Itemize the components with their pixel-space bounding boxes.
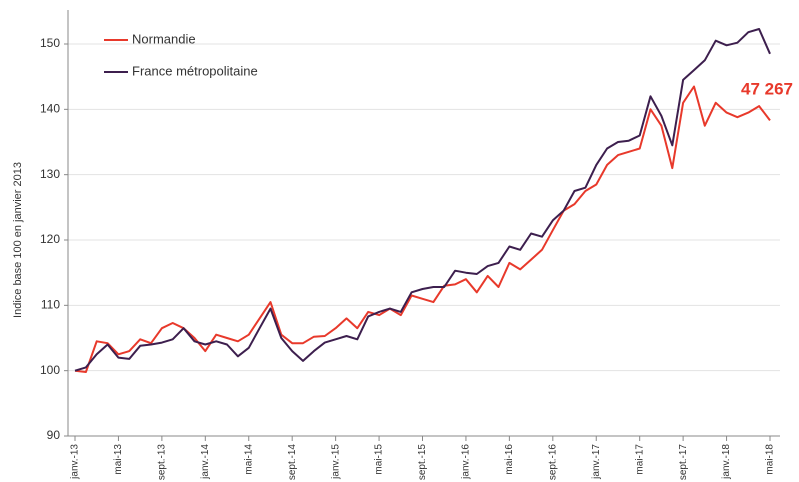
x-tick-label: sept.-13 <box>157 444 168 481</box>
x-tick-label: sept.-15 <box>417 444 428 481</box>
x-tick-label: janv.-16 <box>461 444 472 480</box>
x-tick-label: janv.-18 <box>721 444 732 480</box>
y-axis-label: Indice base 100 en janvier 2013 <box>12 162 24 318</box>
x-tick-label: janv.-14 <box>200 444 211 480</box>
x-tick-label: janv.-17 <box>591 444 602 480</box>
x-tick-label: sept.-14 <box>287 444 298 481</box>
y-tick-label: 140 <box>40 102 60 116</box>
legend-label: France métropolitaine <box>132 63 258 78</box>
y-tick-label: 90 <box>47 428 61 442</box>
x-tick-label: mai-16 <box>504 444 515 475</box>
annotation: 47 267 <box>741 79 793 98</box>
y-tick-label: 130 <box>40 167 60 181</box>
x-tick-label: mai-13 <box>113 444 124 475</box>
legend-label: Normandie <box>132 31 196 46</box>
x-tick-label: mai-15 <box>374 444 385 475</box>
series-line <box>74 85 771 373</box>
y-tick-label: 110 <box>41 298 60 312</box>
x-tick-label: janv.-15 <box>330 444 341 480</box>
y-tick-label: 150 <box>40 36 60 50</box>
x-tick-label: mai-14 <box>243 444 254 475</box>
x-tick-label: sept.-17 <box>678 444 689 481</box>
x-tick-label: mai-18 <box>765 444 776 475</box>
series-line <box>74 28 771 372</box>
x-tick-label: sept.-16 <box>547 444 558 481</box>
y-tick-label: 120 <box>40 232 60 246</box>
x-tick-label: janv.-13 <box>70 444 81 480</box>
x-tick-label: mai-17 <box>634 444 645 475</box>
y-tick-label: 100 <box>40 363 60 377</box>
